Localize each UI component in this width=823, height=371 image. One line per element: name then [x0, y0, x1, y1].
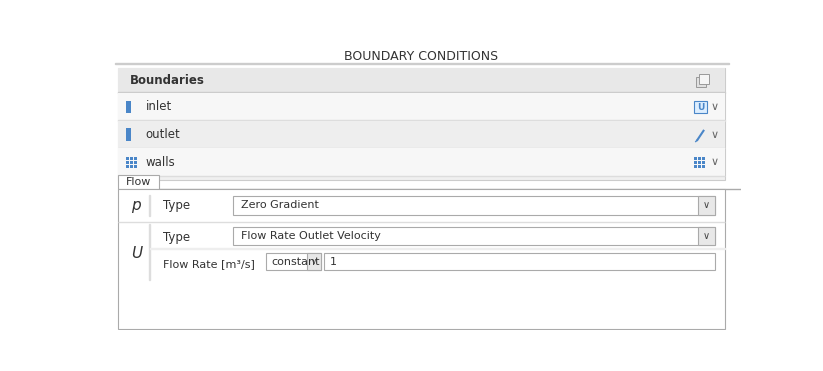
Bar: [134, 161, 137, 164]
Bar: [119, 189, 725, 329]
Text: Type: Type: [163, 199, 190, 212]
Bar: [150, 248, 725, 249]
Bar: [694, 102, 707, 113]
Text: Flow Rate Outlet Velocity: Flow Rate Outlet Velocity: [241, 231, 381, 241]
Bar: [130, 161, 133, 164]
Bar: [702, 165, 705, 168]
Bar: [695, 77, 706, 87]
Bar: [308, 253, 322, 270]
Text: outlet: outlet: [146, 128, 180, 141]
Bar: [694, 165, 697, 168]
Bar: [119, 120, 725, 121]
Bar: [699, 74, 709, 84]
Bar: [119, 92, 725, 93]
Bar: [698, 196, 715, 215]
Text: Zero Gradient: Zero Gradient: [241, 200, 319, 210]
Text: Flow Rate [m³/s]: Flow Rate [m³/s]: [163, 259, 255, 269]
Bar: [694, 161, 697, 164]
Bar: [126, 157, 129, 160]
Text: 1: 1: [330, 257, 337, 267]
Bar: [126, 165, 129, 168]
Text: U: U: [131, 246, 142, 261]
Text: ∨: ∨: [311, 257, 318, 266]
Bar: [702, 161, 705, 164]
Text: Type: Type: [163, 231, 190, 244]
Bar: [698, 157, 701, 160]
Bar: [698, 227, 715, 246]
Bar: [126, 128, 131, 141]
Text: ∨: ∨: [710, 157, 718, 167]
Bar: [233, 196, 715, 215]
Bar: [119, 175, 159, 189]
Text: walls: walls: [146, 156, 175, 169]
Text: ∨: ∨: [710, 129, 718, 139]
Text: Boundaries: Boundaries: [130, 74, 205, 87]
Bar: [134, 157, 137, 160]
Bar: [119, 121, 725, 148]
Bar: [126, 161, 129, 164]
Text: inlet: inlet: [146, 101, 172, 114]
Bar: [323, 253, 715, 270]
Bar: [126, 101, 131, 113]
Bar: [119, 93, 725, 121]
Text: ∨: ∨: [710, 102, 718, 112]
Bar: [119, 68, 725, 180]
Bar: [119, 68, 725, 93]
Bar: [698, 165, 701, 168]
Bar: [130, 157, 133, 160]
Text: U: U: [697, 103, 704, 112]
Text: p: p: [131, 198, 141, 213]
Bar: [130, 165, 133, 168]
Text: ∨: ∨: [703, 231, 710, 241]
Text: ∨: ∨: [703, 200, 710, 210]
Bar: [698, 161, 701, 164]
Bar: [266, 253, 322, 270]
Bar: [134, 165, 137, 168]
Text: BOUNDARY CONDITIONS: BOUNDARY CONDITIONS: [344, 50, 499, 63]
Bar: [702, 157, 705, 160]
Bar: [119, 148, 725, 176]
Bar: [233, 227, 715, 246]
Bar: [114, 63, 729, 64]
Text: Flow: Flow: [126, 177, 151, 187]
Text: constant: constant: [272, 257, 320, 267]
Bar: [694, 157, 697, 160]
